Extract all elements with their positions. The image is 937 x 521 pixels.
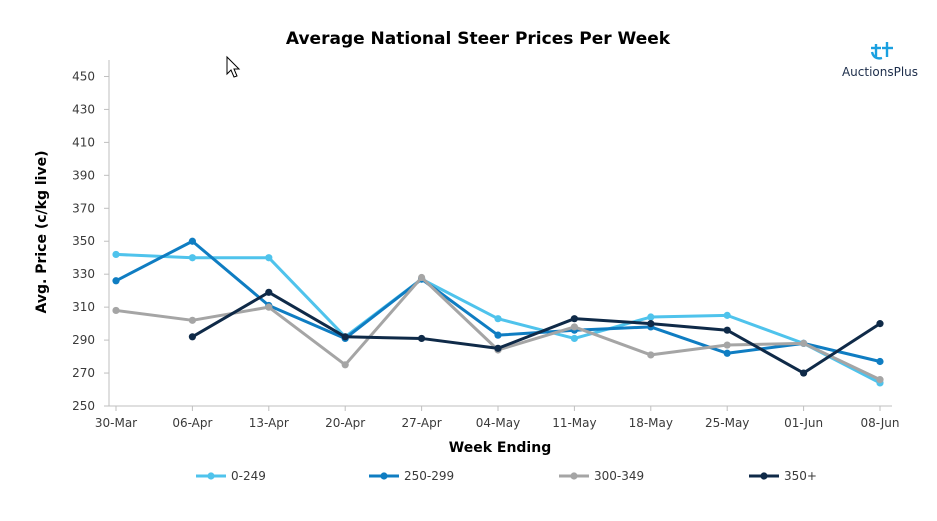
y-tick-label: 410 bbox=[72, 135, 95, 149]
data-point bbox=[723, 326, 731, 334]
legend-label: 0-249 bbox=[231, 469, 266, 483]
data-point bbox=[112, 306, 120, 315]
x-tick-label: 20-Apr bbox=[325, 416, 365, 430]
mouse-pointer-icon bbox=[226, 55, 241, 78]
data-point bbox=[265, 288, 273, 296]
data-point bbox=[800, 369, 808, 377]
y-tick-label: 350 bbox=[72, 234, 95, 248]
data-point bbox=[570, 334, 579, 343]
data-point bbox=[188, 333, 196, 341]
data-point bbox=[723, 341, 731, 349]
data-point bbox=[418, 273, 426, 282]
legend-item: 300-349 bbox=[559, 469, 644, 483]
data-point bbox=[723, 311, 731, 319]
data-point bbox=[341, 361, 349, 369]
x-tick-label: 11-May bbox=[552, 416, 596, 430]
y-tick-label: 310 bbox=[72, 300, 95, 314]
x-tick-label: 30-Mar bbox=[95, 416, 137, 430]
data-point bbox=[188, 254, 196, 262]
x-tick-label: 08-Jun bbox=[860, 416, 899, 430]
data-point bbox=[418, 334, 426, 343]
data-point bbox=[494, 344, 502, 352]
series-300-349 bbox=[112, 273, 884, 384]
data-point bbox=[188, 316, 196, 324]
x-axis-label: Week Ending bbox=[449, 440, 551, 456]
data-point bbox=[876, 320, 884, 328]
legend-label: 250-299 bbox=[404, 469, 454, 483]
data-point bbox=[800, 339, 808, 347]
x-tick-label: 18-May bbox=[629, 416, 673, 430]
auctionsplus-logo: AuctionsPlus bbox=[842, 42, 918, 79]
legend-label: 350+ bbox=[784, 469, 817, 483]
data-point bbox=[188, 237, 196, 245]
legend-item: 250-299 bbox=[369, 469, 454, 483]
data-point bbox=[265, 254, 273, 262]
y-tick-label: 290 bbox=[72, 333, 95, 347]
data-point bbox=[265, 303, 273, 311]
legend-swatch-marker bbox=[207, 472, 215, 480]
data-point bbox=[647, 313, 655, 321]
x-tick-label: 01-Jun bbox=[784, 416, 823, 430]
data-point bbox=[494, 331, 502, 339]
data-point bbox=[112, 250, 120, 259]
legend: 0-249 250-299 300-349 350+ bbox=[196, 469, 817, 483]
x-tick-label: 25-May bbox=[705, 416, 749, 430]
y-tick-label: 390 bbox=[72, 168, 95, 182]
x-tick-label: 13-Apr bbox=[249, 416, 289, 430]
x-axis-ticks: 30-Mar 06-Apr 13-Apr 20-Apr 27-Apr 04-May 11-M… bbox=[95, 406, 900, 430]
data-point bbox=[876, 357, 884, 366]
y-tick-label: 250 bbox=[72, 399, 95, 413]
legend-swatch-marker bbox=[760, 472, 768, 480]
data-point bbox=[723, 349, 731, 357]
data-point bbox=[341, 333, 349, 341]
legend-swatch-marker bbox=[380, 472, 388, 480]
x-tick-label: 27-Apr bbox=[402, 416, 442, 430]
y-tick-label: 450 bbox=[72, 69, 95, 83]
x-tick-label: 04-May bbox=[476, 416, 520, 430]
x-tick-label: 06-Apr bbox=[172, 416, 212, 430]
data-point bbox=[876, 376, 884, 384]
auctionsplus-logo-icon bbox=[870, 42, 893, 60]
legend-item: 350+ bbox=[749, 469, 817, 483]
series-350+ bbox=[188, 288, 884, 377]
chart-title: Average National Steer Prices Per Week bbox=[286, 29, 671, 49]
y-tick-label: 330 bbox=[72, 267, 95, 281]
data-point bbox=[570, 323, 579, 331]
data-point bbox=[570, 315, 579, 323]
legend-swatch-marker bbox=[570, 472, 578, 480]
legend-label: 300-349 bbox=[594, 469, 644, 483]
series-line bbox=[190, 290, 882, 375]
y-tick-label: 430 bbox=[72, 102, 95, 116]
y-tick-label: 270 bbox=[72, 366, 95, 380]
data-point bbox=[494, 315, 502, 323]
y-axis-label: Avg. Price (c/kg live) bbox=[34, 151, 50, 314]
data-point bbox=[112, 277, 120, 285]
auctionsplus-logo-text: AuctionsPlus bbox=[842, 65, 918, 79]
series-group bbox=[112, 237, 884, 387]
data-point bbox=[647, 351, 655, 359]
legend-item: 0-249 bbox=[196, 469, 266, 483]
y-axis-ticks: 250 270 290 310 330 350 370 390 410 430 450 bbox=[72, 69, 109, 413]
y-tick-label: 370 bbox=[72, 201, 95, 215]
data-point bbox=[647, 320, 655, 328]
